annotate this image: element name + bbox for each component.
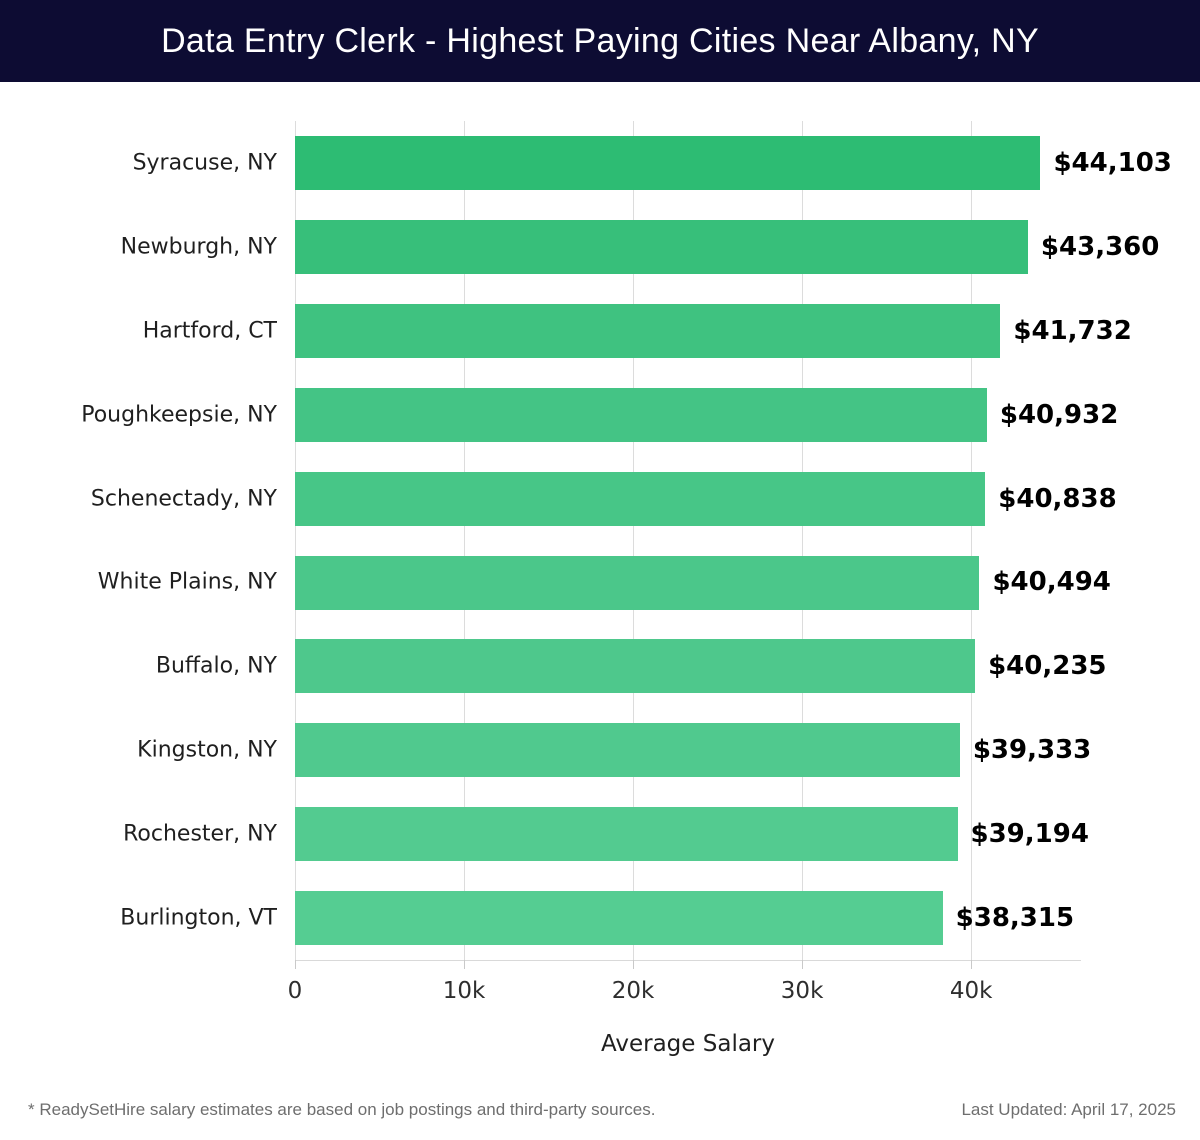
x-tick-label: 40k: [949, 978, 993, 1004]
bar-row: Hartford, CT $41,732: [143, 289, 1132, 373]
value-label: $40,235: [988, 651, 1107, 682]
bar: [295, 891, 943, 946]
value-label: $39,194: [970, 819, 1089, 850]
x-axis: 0 10k 20k 30k 40k: [288, 960, 1081, 1030]
value-label: $40,838: [998, 483, 1117, 514]
category-label: Buffalo, NY: [155, 653, 277, 679]
bar: [295, 303, 1001, 358]
footer-source-note: * ReadySetHire salary estimates are base…: [28, 1100, 656, 1119]
bar-row: Poughkeepsie, NY $40,932: [81, 373, 1118, 457]
gridline: [464, 121, 466, 960]
bar: [295, 219, 1028, 274]
x-tick-mark: [802, 960, 804, 969]
bar-row: Newburgh, NY $43,360: [121, 205, 1159, 289]
bar-row: Rochester, NY $39,194: [123, 792, 1089, 876]
value-label: $38,315: [955, 903, 1075, 934]
x-tick-label: 0: [287, 978, 303, 1004]
category-label: Newburgh, NY: [120, 234, 277, 260]
bar: [295, 807, 958, 862]
header-bar: Data Entry Clerk - Highest Paying Cities…: [0, 0, 1200, 82]
plot-area: Syracuse, NY $44,103 Newburgh, NY $43,36…: [81, 121, 1172, 960]
category-label: Syracuse, NY: [132, 150, 277, 176]
value-label: $39,333: [972, 735, 1092, 766]
gridline: [633, 121, 635, 960]
bar: [295, 471, 986, 526]
bar: [295, 136, 1041, 190]
category-label: Hartford, CT: [142, 318, 277, 344]
bar-row: Schenectady, NY $40,838: [91, 457, 1117, 541]
x-tick-mark: [633, 960, 635, 969]
bar: [295, 387, 987, 442]
x-tick-mark: [464, 960, 466, 969]
bar: [295, 555, 980, 610]
bar-rows: Syracuse, NY $44,103 Newburgh, NY $43,36…: [81, 121, 1172, 960]
bar: [295, 723, 960, 778]
category-label: Schenectady, NY: [90, 486, 277, 512]
bar-row: White Plains, NY $40,494: [98, 541, 1111, 625]
category-label: Rochester, NY: [123, 821, 277, 847]
gridline: [802, 121, 804, 960]
x-tick-mark: [971, 960, 973, 969]
category-label: Burlington, VT: [120, 905, 277, 931]
gridline: [971, 121, 973, 960]
bar: [295, 639, 976, 694]
category-label: Kingston, NY: [137, 737, 277, 763]
x-tick-label: 30k: [780, 978, 824, 1004]
bar-row: Syracuse, NY $44,103: [133, 121, 1172, 205]
x-axis-title: Average Salary: [600, 1031, 775, 1057]
x-tick-label: 10k: [442, 978, 486, 1004]
x-tick-label: 20k: [611, 978, 655, 1004]
value-label: $40,494: [992, 567, 1111, 598]
category-label: Poughkeepsie, NY: [81, 402, 277, 428]
value-label: $43,360: [1040, 231, 1160, 262]
value-label: $41,732: [1013, 315, 1132, 346]
x-tick-mark: [295, 960, 296, 969]
bar-row: Kingston, NY $39,333: [137, 708, 1091, 792]
gridline: [295, 121, 296, 960]
bar-row: Buffalo, NY $40,235: [156, 624, 1107, 708]
x-axis-line: [295, 960, 1081, 961]
bar-row: Burlington, VT $38,315: [120, 876, 1081, 960]
value-label: $40,932: [999, 399, 1119, 430]
footer-last-updated: Last Updated: April 17, 2025: [961, 1100, 1176, 1119]
value-label: $44,103: [1053, 147, 1172, 178]
category-label: White Plains, NY: [97, 569, 277, 595]
chart-title: Data Entry Clerk - Highest Paying Cities…: [161, 21, 1039, 60]
